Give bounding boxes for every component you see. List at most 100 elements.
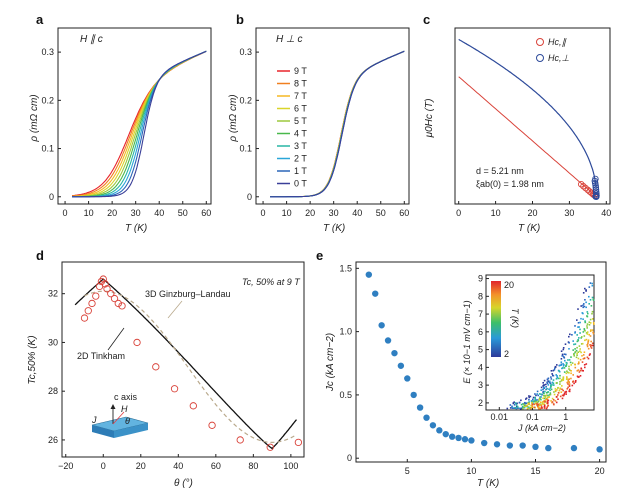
ej-point	[563, 371, 566, 373]
ej-point	[546, 406, 548, 408]
ej-point	[513, 407, 515, 409]
ej-point	[542, 390, 544, 393]
legend-label: 3 T	[294, 141, 307, 151]
ej-point	[583, 328, 586, 330]
ej-point	[528, 399, 530, 401]
ej-point	[573, 355, 575, 357]
ej-point	[522, 407, 524, 410]
y-tick-label: 32	[48, 289, 58, 299]
panel-d-sample-inset: c axis J H θ	[91, 392, 149, 438]
ej-point	[584, 339, 586, 342]
tc-point	[208, 421, 216, 429]
panel-a-frame	[57, 27, 212, 205]
ej-point	[563, 392, 566, 395]
ej-point	[565, 365, 567, 367]
ej-point	[580, 367, 582, 370]
tc-point	[88, 299, 96, 308]
panel-label-c: c	[423, 12, 430, 27]
ej-point	[567, 383, 569, 385]
ej-point	[551, 373, 553, 375]
ej-point	[587, 312, 589, 315]
ej-point	[577, 369, 580, 371]
ej-point	[591, 296, 594, 299]
ej-point	[559, 383, 561, 385]
ej-point	[522, 405, 524, 408]
ej-point	[534, 393, 536, 395]
hc-perp-fit-line	[458, 38, 597, 187]
ej-point	[585, 290, 587, 292]
ej-point	[586, 356, 589, 359]
ej-point	[569, 361, 572, 364]
ej-point	[514, 406, 516, 409]
hc-par-fit-line	[458, 76, 596, 196]
tc-point	[189, 402, 197, 410]
ej-point	[557, 377, 560, 380]
ej-point	[525, 402, 527, 404]
legend-label: 5 T	[294, 116, 307, 126]
ej-point	[563, 367, 566, 369]
panel-c-text-d: d = 5.21 nm	[476, 166, 524, 176]
ej-point	[544, 390, 546, 393]
ej-point	[584, 299, 586, 301]
legend-marker	[536, 38, 544, 46]
ej-point	[584, 320, 586, 322]
jc-point	[391, 349, 398, 357]
ej-point	[570, 377, 572, 380]
ej-point	[551, 397, 554, 400]
x-tick-label: 10	[84, 208, 94, 218]
ej-point	[559, 395, 562, 398]
hc-perp-point	[592, 175, 599, 183]
inset-j-label: J	[91, 415, 97, 425]
ej-point	[581, 355, 583, 357]
ej-point	[516, 402, 518, 405]
ej-point	[545, 394, 548, 397]
ej-point	[561, 394, 564, 397]
ej-point	[584, 366, 586, 369]
ej-point	[579, 332, 581, 334]
ej-point	[557, 394, 559, 396]
ej-point	[574, 332, 576, 334]
ej-point	[536, 390, 539, 393]
ej-point	[586, 311, 589, 313]
ej-point	[561, 355, 564, 357]
ej-point	[588, 295, 590, 298]
ej-point	[556, 389, 558, 391]
colorbar-tick-20: 20	[504, 280, 514, 290]
ej-point	[515, 403, 518, 406]
ej-point	[543, 379, 546, 382]
ej-point	[576, 346, 578, 349]
ej-point	[560, 363, 563, 366]
ej-point	[571, 334, 573, 336]
ej-point	[560, 361, 563, 363]
jc-point	[532, 443, 539, 451]
jc-point	[468, 437, 475, 444]
ej-point	[520, 399, 522, 402]
jc-point	[519, 442, 526, 449]
hc-perp-point	[592, 184, 600, 191]
ej-point	[531, 406, 533, 408]
ej-point	[540, 393, 542, 396]
ej-point	[550, 400, 552, 402]
hc-par-point	[580, 183, 587, 190]
ej-point	[569, 388, 571, 391]
ej-point	[574, 363, 576, 366]
ej-point	[550, 376, 552, 378]
ej-point	[570, 372, 572, 375]
ej-point	[582, 354, 585, 356]
ej-point	[580, 343, 583, 345]
x-tick-label: 30	[329, 208, 339, 218]
ej-point	[518, 401, 521, 404]
ej-point	[545, 386, 547, 388]
jc-point	[493, 441, 501, 448]
ginzburg-landau-fit-curve	[84, 290, 297, 444]
ej-point	[562, 389, 564, 392]
ej-point	[592, 321, 595, 324]
ej-point	[563, 353, 566, 355]
tc-point	[294, 438, 303, 447]
ej-point	[568, 335, 570, 338]
ej-point	[533, 406, 536, 409]
ej-point	[543, 397, 546, 400]
ej-point	[511, 406, 514, 409]
ej-point	[523, 405, 525, 408]
inset-ticks: 0.01 0.1 1 2 3 4 5 6 7 8 9	[478, 274, 568, 422]
